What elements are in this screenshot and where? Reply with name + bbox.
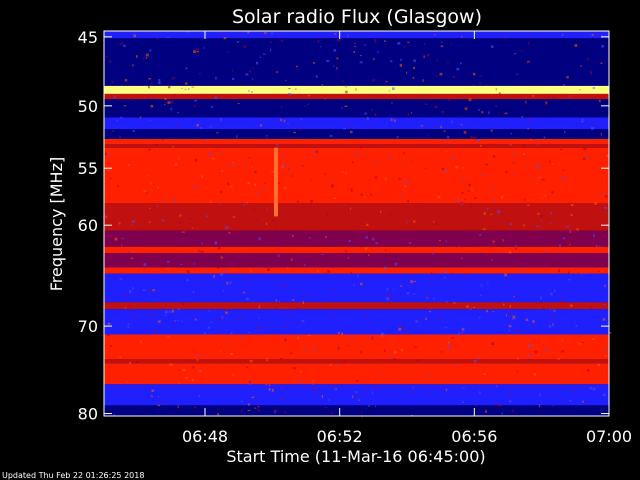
frequency-band-3 (104, 93, 609, 100)
chart-title: Solar radio Flux (Glasgow) (232, 6, 482, 28)
x-axis: 06:48 06:52 06:56 07:00 (182, 31, 632, 446)
x-tick-label: 07:00 (586, 427, 632, 446)
y-axis: 45 50 55 60 70 80 (78, 28, 609, 424)
frequency-band-17 (104, 302, 609, 310)
y-tick-label: 70 (78, 317, 98, 336)
radio-burst (274, 147, 278, 217)
plot-frame (103, 30, 610, 417)
frequency-band-1 (104, 38, 609, 86)
y-tick-label: 50 (78, 97, 98, 116)
frequency-band-7 (104, 139, 609, 144)
frequency-band-23 (104, 405, 609, 416)
x-tick-label: 06:48 (182, 427, 228, 446)
frequency-band-12 (104, 230, 609, 247)
frequency-band-20 (104, 359, 609, 364)
frequency-band-18 (104, 309, 609, 335)
frequency-band-22 (104, 384, 609, 406)
frequency-band-15 (104, 267, 609, 274)
spectrogram-texture (104, 31, 612, 418)
frequency-band-5 (104, 117, 609, 129)
x-axis-label: Start Time (11-Mar-16 06:45:00) (226, 447, 485, 466)
frequency-band-6 (104, 129, 609, 139)
frequency-band-19 (104, 334, 609, 359)
frequency-band-4 (104, 99, 609, 118)
y-tick-label: 60 (78, 216, 98, 235)
frequency-band-0 (104, 31, 609, 39)
frequency-band-10 (104, 157, 609, 203)
frequency-band-21 (104, 363, 609, 385)
y-tick-label: 45 (78, 28, 98, 47)
frequency-band-11 (104, 203, 609, 231)
frequency-band-13 (104, 246, 609, 253)
y-axis-label: Frequency [MHz] (47, 157, 66, 291)
frequency-band-16 (104, 273, 609, 303)
y-tick-label: 55 (78, 159, 98, 178)
spectrogram-plot (104, 31, 612, 418)
frequency-band-8 (104, 144, 609, 148)
updated-timestamp: Updated Thu Feb 22 01:26:25 2018 (2, 471, 144, 480)
frequency-band-9 (104, 147, 609, 158)
x-tick-label: 06:52 (317, 427, 363, 446)
x-tick-label: 06:56 (451, 427, 497, 446)
frequency-band-14 (104, 253, 609, 268)
y-tick-label: 80 (78, 405, 98, 424)
